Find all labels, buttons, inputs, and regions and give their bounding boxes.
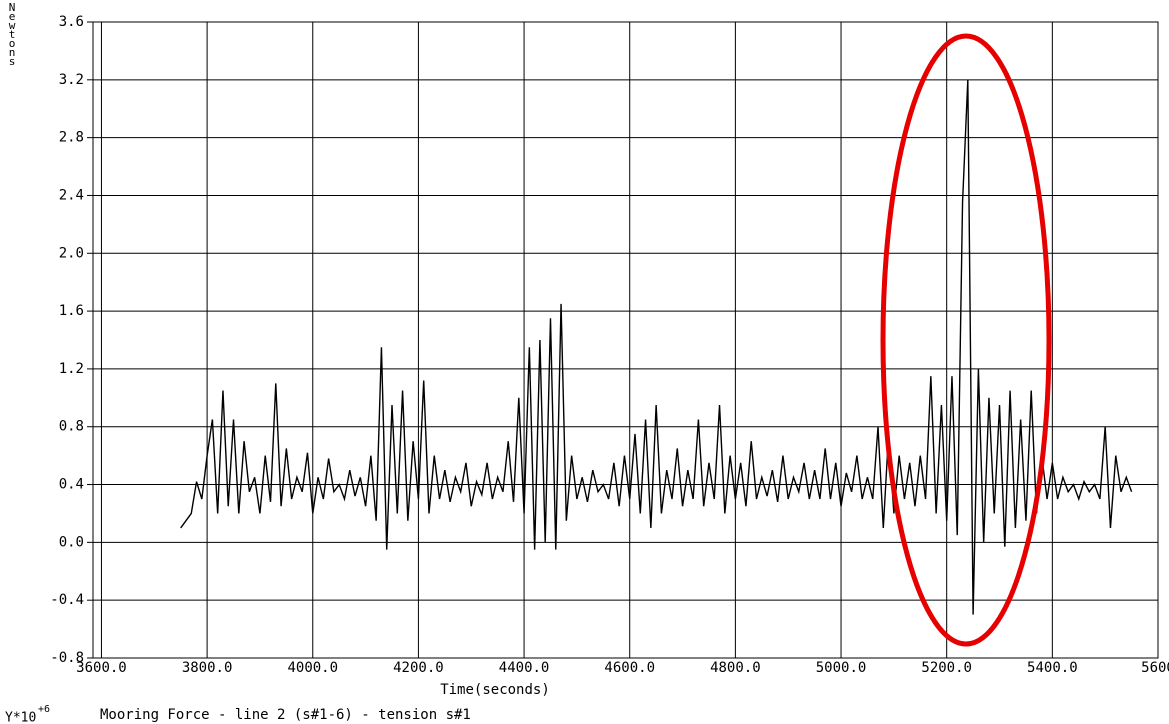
x-tick-label: 5400.0 <box>1027 660 1078 676</box>
x-axis-label: Time(seconds) <box>440 682 550 698</box>
x-tick-label: 3800.0 <box>182 660 233 676</box>
data-line <box>180 79 1133 615</box>
y-tick-label: -0.4 <box>50 592 84 608</box>
y-tick-label: 2.4 <box>59 187 84 203</box>
chart-title: Mooring Force - line 2 (s#1-6) - tension… <box>100 707 471 723</box>
y-tick-label: 0.8 <box>59 419 84 435</box>
highlight-ellipse <box>880 33 1052 647</box>
y-tick-label: 2.8 <box>59 130 84 146</box>
plot-frame <box>92 21 1159 659</box>
x-tick-label: 5000.0 <box>816 660 867 676</box>
y-tick-label: 3.6 <box>59 14 84 30</box>
y-tick-label: 2.0 <box>59 245 84 261</box>
y-tick-label: 0.4 <box>59 477 84 493</box>
x-tick-label: 3600.0 <box>76 660 127 676</box>
multiplier-base: Y*10 <box>5 711 36 724</box>
x-tick-label: 5200.0 <box>921 660 972 676</box>
y-tick-label: 3.2 <box>59 72 84 88</box>
y-tick-label: -0.8 <box>50 650 84 666</box>
y-tick-label: 0.0 <box>59 534 84 550</box>
x-tick-label: 5600 <box>1141 660 1169 676</box>
y-tick-label: 1.6 <box>59 303 84 319</box>
multiplier-exponent: +6 <box>38 704 50 715</box>
x-tick-label: 4800.0 <box>710 660 761 676</box>
x-tick-label: 4400.0 <box>499 660 550 676</box>
x-tick-label: 4200.0 <box>393 660 444 676</box>
x-tick-label: 4000.0 <box>287 660 338 676</box>
x-tick-label: 4600.0 <box>604 660 655 676</box>
y-tick-label: 1.2 <box>59 361 84 377</box>
